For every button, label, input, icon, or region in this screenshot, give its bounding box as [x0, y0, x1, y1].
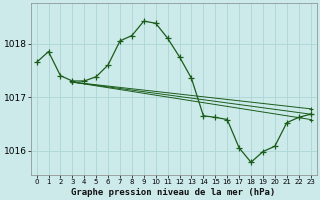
X-axis label: Graphe pression niveau de la mer (hPa): Graphe pression niveau de la mer (hPa) [71, 188, 276, 197]
